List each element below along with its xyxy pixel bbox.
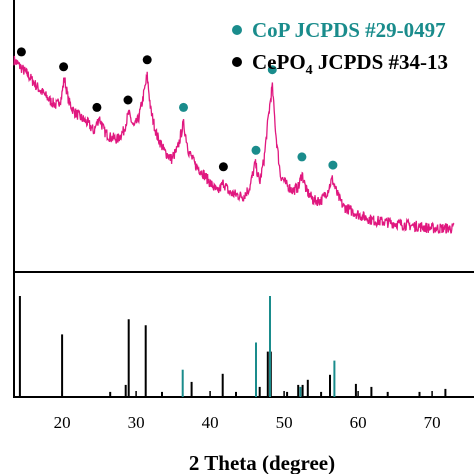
legend-marker-cop (232, 25, 242, 35)
phase-marker-cop (328, 160, 338, 170)
legend-label-cepo4-sub: 4 (306, 63, 313, 78)
phase-marker-cepo4 (123, 95, 133, 105)
legend-label-cepo4-main: CePO (252, 50, 306, 74)
legend-label-cop: CoP JCPDS #29-0497 (252, 18, 446, 42)
phase-marker-cop (267, 65, 277, 75)
legend-label-cepo4-tail: JCPDS #34-13 (313, 50, 448, 74)
phase-marker-cepo4 (218, 162, 228, 172)
legend-item-cepo4: CePO4 JCPDS #34-13 (232, 50, 448, 78)
x-tick-label: 40 (202, 413, 219, 432)
legend-item-cop: CoP JCPDS #29-0497 (232, 18, 446, 42)
xrd-pattern-line (13, 55, 455, 235)
legend: CoP JCPDS #29-0497 CePO4 JCPDS #34-13 (232, 18, 448, 78)
phase-marker-cop (251, 145, 261, 155)
x-tick-label: 30 (128, 413, 145, 432)
x-tick-label: 50 (276, 413, 293, 432)
phase-marker-cepo4 (16, 47, 26, 57)
x-tick-label: 70 (424, 413, 441, 432)
phase-marker-cop (297, 152, 307, 162)
x-axis-ticks: 20 30 40 50 60 70 (54, 391, 441, 432)
xrd-pattern-layer (13, 55, 455, 235)
x-tick-label: 20 (54, 413, 71, 432)
legend-marker-cepo4 (232, 57, 242, 67)
x-axis-title: 2 Theta (degree) (189, 451, 335, 474)
reference-lines-layer (18, 296, 447, 397)
phase-marker-cepo4 (59, 62, 69, 72)
phase-marker-cepo4 (92, 102, 102, 112)
phase-marker-cop (179, 102, 188, 112)
phase-markers-layer (16, 47, 338, 172)
lower-panel-frame (13, 271, 474, 398)
legend-label-cepo4: CePO4 JCPDS #34-13 (252, 50, 448, 78)
x-tick-label: 60 (350, 413, 367, 432)
lower-panel (13, 271, 474, 398)
phase-marker-cepo4 (142, 55, 152, 65)
